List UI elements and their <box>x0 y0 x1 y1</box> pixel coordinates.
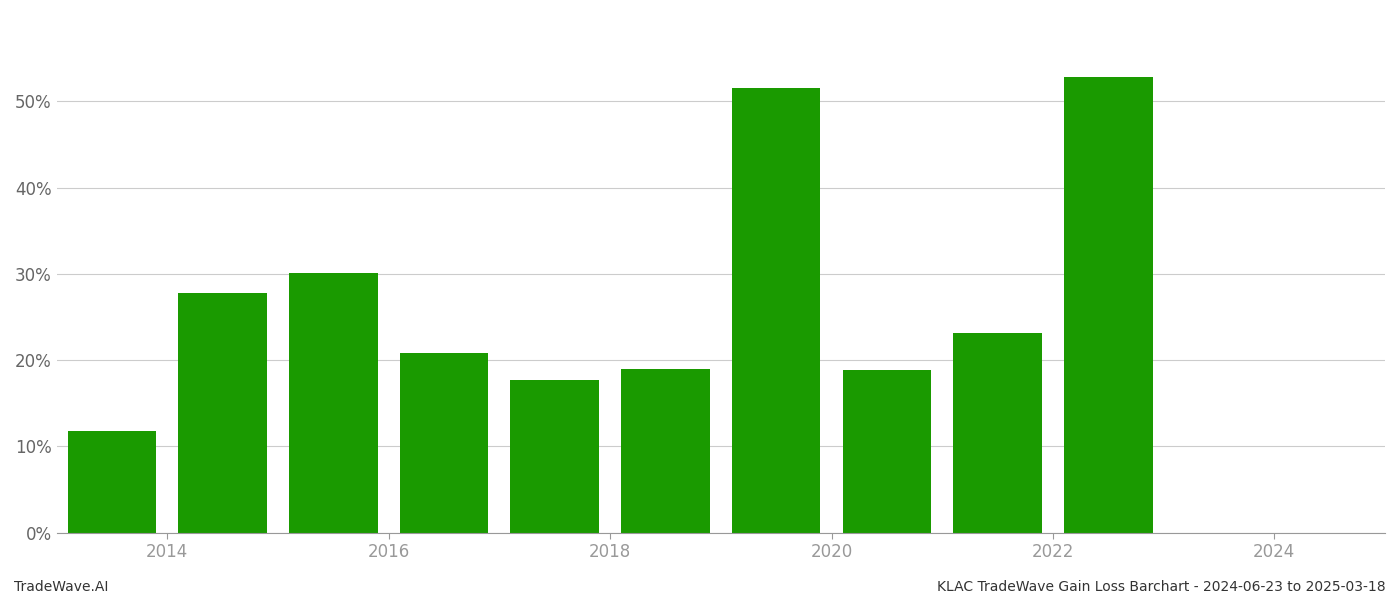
Bar <box>67 431 157 533</box>
Bar <box>178 293 267 533</box>
Bar <box>511 380 599 533</box>
Bar <box>400 353 489 533</box>
Bar <box>622 368 710 533</box>
Bar <box>732 88 820 533</box>
Bar <box>953 334 1042 533</box>
Bar <box>843 370 931 533</box>
Text: TradeWave.AI: TradeWave.AI <box>14 580 108 594</box>
Bar <box>1064 77 1152 533</box>
Text: KLAC TradeWave Gain Loss Barchart - 2024-06-23 to 2025-03-18: KLAC TradeWave Gain Loss Barchart - 2024… <box>938 580 1386 594</box>
Bar <box>288 273 378 533</box>
